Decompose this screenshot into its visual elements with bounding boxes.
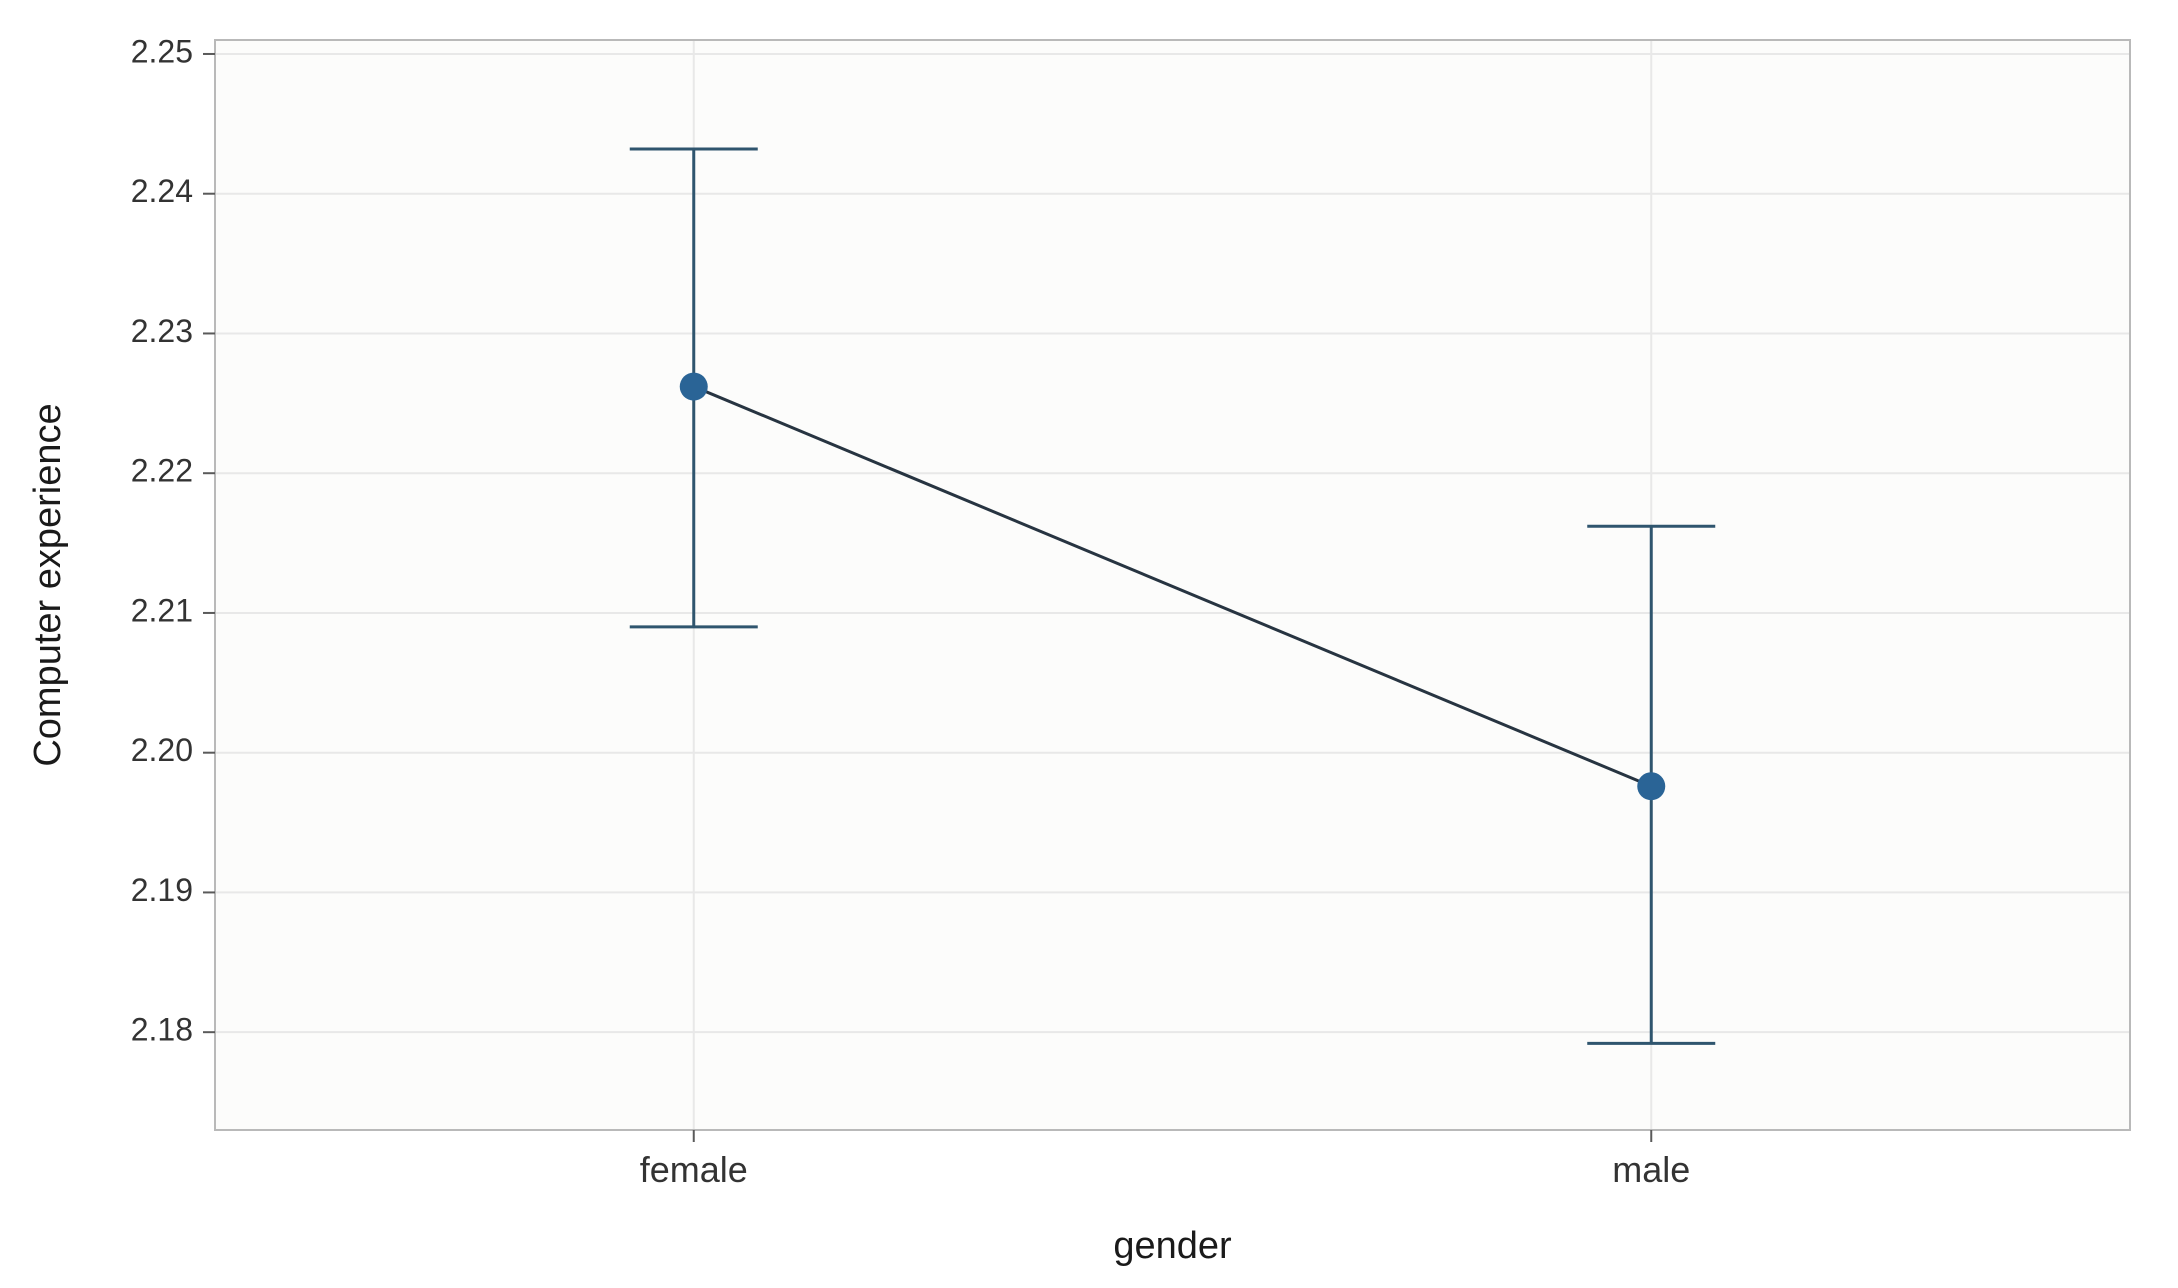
y-axis-title: Computer experience (27, 403, 69, 766)
errorbar-chart: 2.18 2.19 2.20 2.21 2.22 2.23 2.24 2.25 female ma… (0, 0, 2178, 1288)
data-point (680, 373, 708, 401)
x-axis-title: gender (1113, 1225, 1232, 1267)
y-tick-label: 2.22 (131, 453, 193, 489)
y-tick-label: 2.21 (131, 592, 193, 628)
x-tick-label: male (1612, 1149, 1690, 1190)
data-point (1637, 772, 1665, 800)
x-tick-label: female (640, 1149, 748, 1190)
y-tick-label: 2.20 (131, 732, 193, 768)
y-tick-label: 2.23 (131, 313, 193, 349)
chart-container: 2.18 2.19 2.20 2.21 2.22 2.23 2.24 2.25 female ma… (0, 0, 2178, 1288)
y-tick-label: 2.19 (131, 872, 193, 908)
y-tick-label: 2.18 (131, 1012, 193, 1048)
y-tick-label: 2.25 (131, 33, 193, 69)
y-tick-label: 2.24 (131, 173, 193, 209)
